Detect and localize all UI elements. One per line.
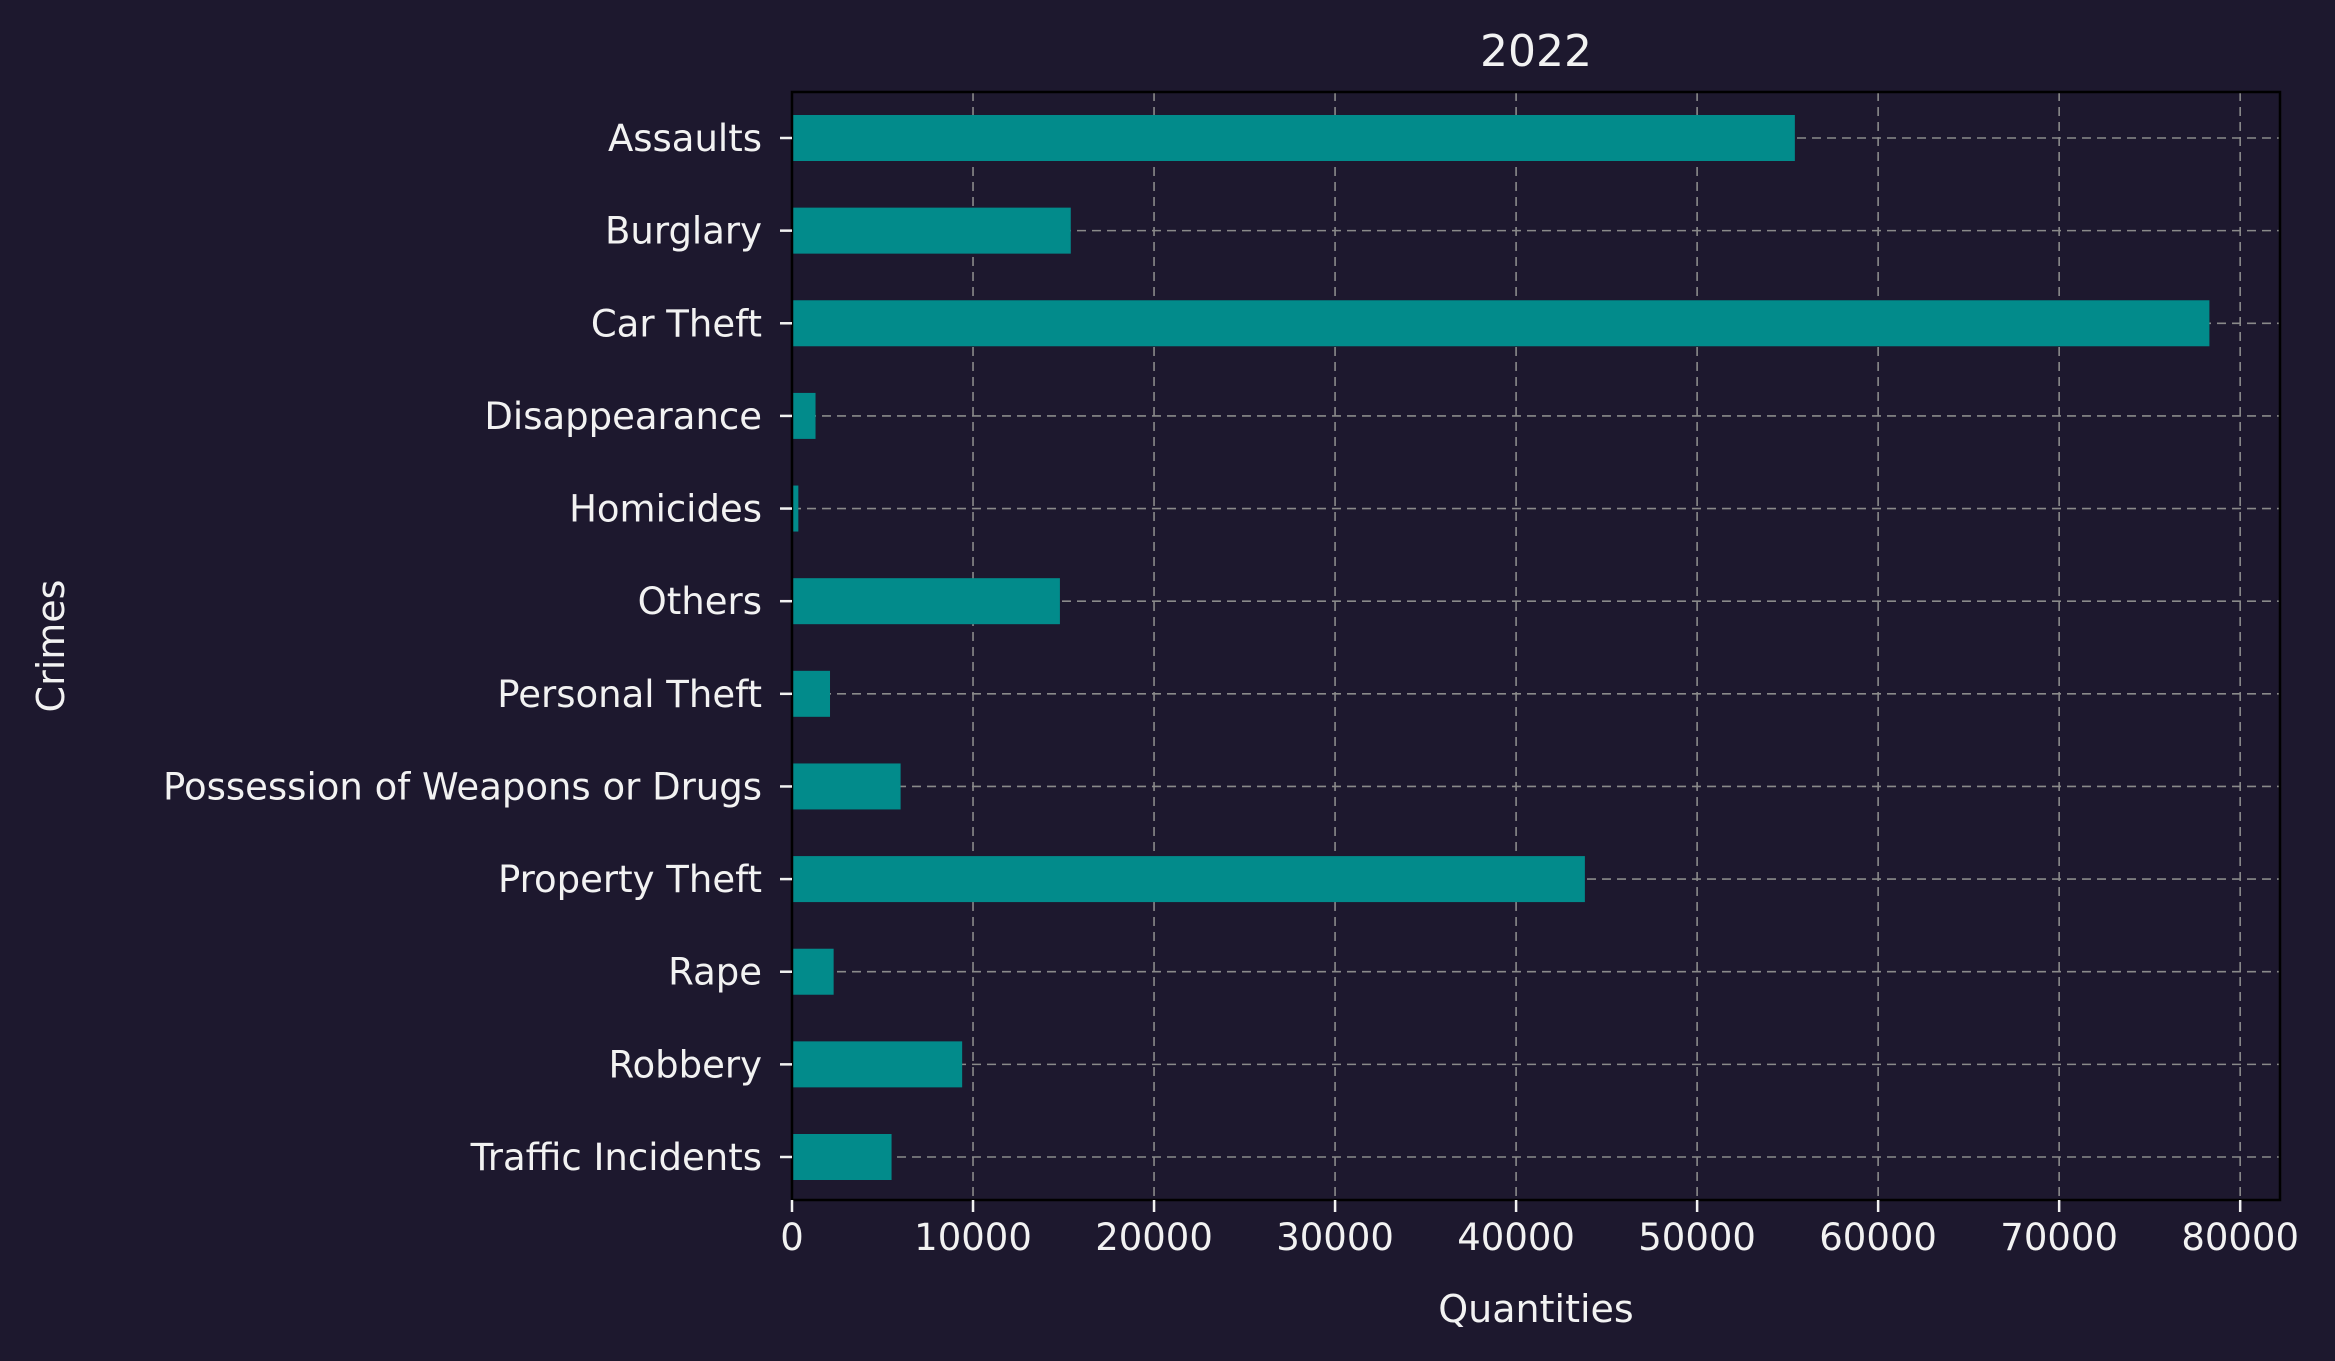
y-tick-label: Rape [668, 951, 762, 994]
y-tick-label: Possession of Weapons or Drugs [163, 765, 762, 808]
y-tick-label: Burglary [605, 210, 762, 253]
bar-burglary [792, 207, 1071, 254]
bar-robbery [792, 1041, 963, 1088]
x-tick-label: 70000 [2000, 1216, 2118, 1259]
bar-traffic-incidents [792, 1134, 892, 1180]
bar-car-theft [792, 300, 2210, 347]
bar-possession-of-weapons-or-drugs [792, 763, 901, 810]
y-axis-label: Crimes [29, 580, 73, 713]
x-tick-label: 10000 [914, 1216, 1032, 1259]
bars [792, 115, 2210, 1180]
bar-assaults [792, 115, 1795, 161]
x-tick-label: 80000 [2181, 1216, 2299, 1259]
x-axis-label: Quantities [1438, 1287, 1633, 1331]
y-tick-label: Homicides [569, 488, 762, 531]
bar-others [792, 578, 1060, 625]
bar-rape [792, 948, 834, 995]
y-tick-label: Others [638, 580, 762, 623]
bar-disappearance [792, 392, 816, 439]
y-tick-label: Property Theft [498, 858, 762, 901]
plot-frame [790, 90, 2282, 1202]
y-tick-label: Personal Theft [497, 673, 762, 716]
y-tick-label: Traffic Incidents [470, 1136, 762, 1179]
y-tick-label: Robbery [608, 1043, 762, 1086]
y-tick-label: Disappearance [484, 395, 762, 438]
x-tick-label: 20000 [1095, 1216, 1213, 1259]
x-tick-label: 30000 [1276, 1216, 1394, 1259]
bar-homicides [792, 485, 799, 532]
x-tick-label: 40000 [1457, 1216, 1575, 1259]
x-tick-label: 0 [780, 1216, 804, 1259]
y-tick-label: Assaults [608, 117, 762, 160]
y-tick-label: Car Theft [591, 302, 762, 345]
bar-personal-theft [792, 670, 831, 717]
grid-lines [791, 92, 2280, 1200]
axis-ticks [780, 136, 2242, 1212]
chart-title: 2022 [1480, 26, 1592, 77]
x-tick-label: 60000 [1819, 1216, 1937, 1259]
x-tick-label: 50000 [1638, 1216, 1756, 1259]
bar-property-theft [792, 856, 1585, 903]
tick-labels: 0 10000 20000 30000 40000 50000 60000 70000 8000… [163, 117, 2299, 1259]
